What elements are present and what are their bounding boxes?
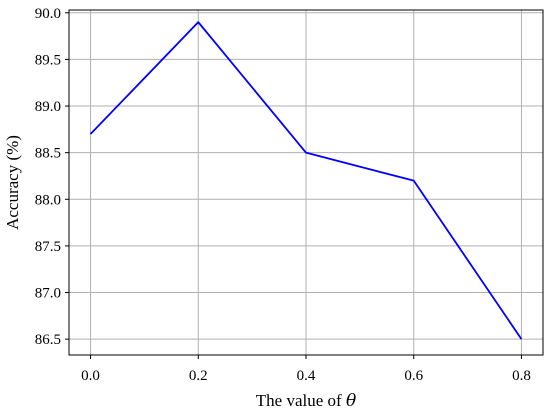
x-axis-label: The value of θ (256, 391, 356, 411)
axis-ticks: 0.0 0.2 0.4 0.6 0.8 86.5 87.0 87.5 88.0 88.5 89.0 8… (35, 6, 531, 384)
series-layer (89, 21, 523, 340)
x-axis-label-text: The value of (256, 391, 346, 410)
y-tick-label: 88.0 (35, 192, 61, 208)
y-tick-label: 88.5 (35, 146, 61, 162)
y-tick-label: 90.0 (35, 6, 61, 22)
y-tick-label: 86.5 (35, 332, 61, 348)
y-axis-label: Accuracy (%) (3, 135, 22, 230)
x-tick-label: 0.0 (81, 368, 100, 384)
y-tick-label: 89.5 (35, 52, 61, 68)
grid (69, 10, 543, 355)
y-tick-label: 87.5 (35, 239, 61, 255)
x-axis-label-symbol: θ (346, 391, 356, 411)
x-tick-label: 0.6 (404, 368, 423, 384)
y-tick-label: 89.0 (35, 99, 61, 115)
series-line (89, 21, 523, 340)
x-tick-label: 0.4 (297, 368, 316, 384)
x-tick-label: 0.2 (189, 368, 208, 384)
x-tick-label: 0.8 (512, 368, 531, 384)
y-tick-label: 87.0 (35, 286, 61, 302)
